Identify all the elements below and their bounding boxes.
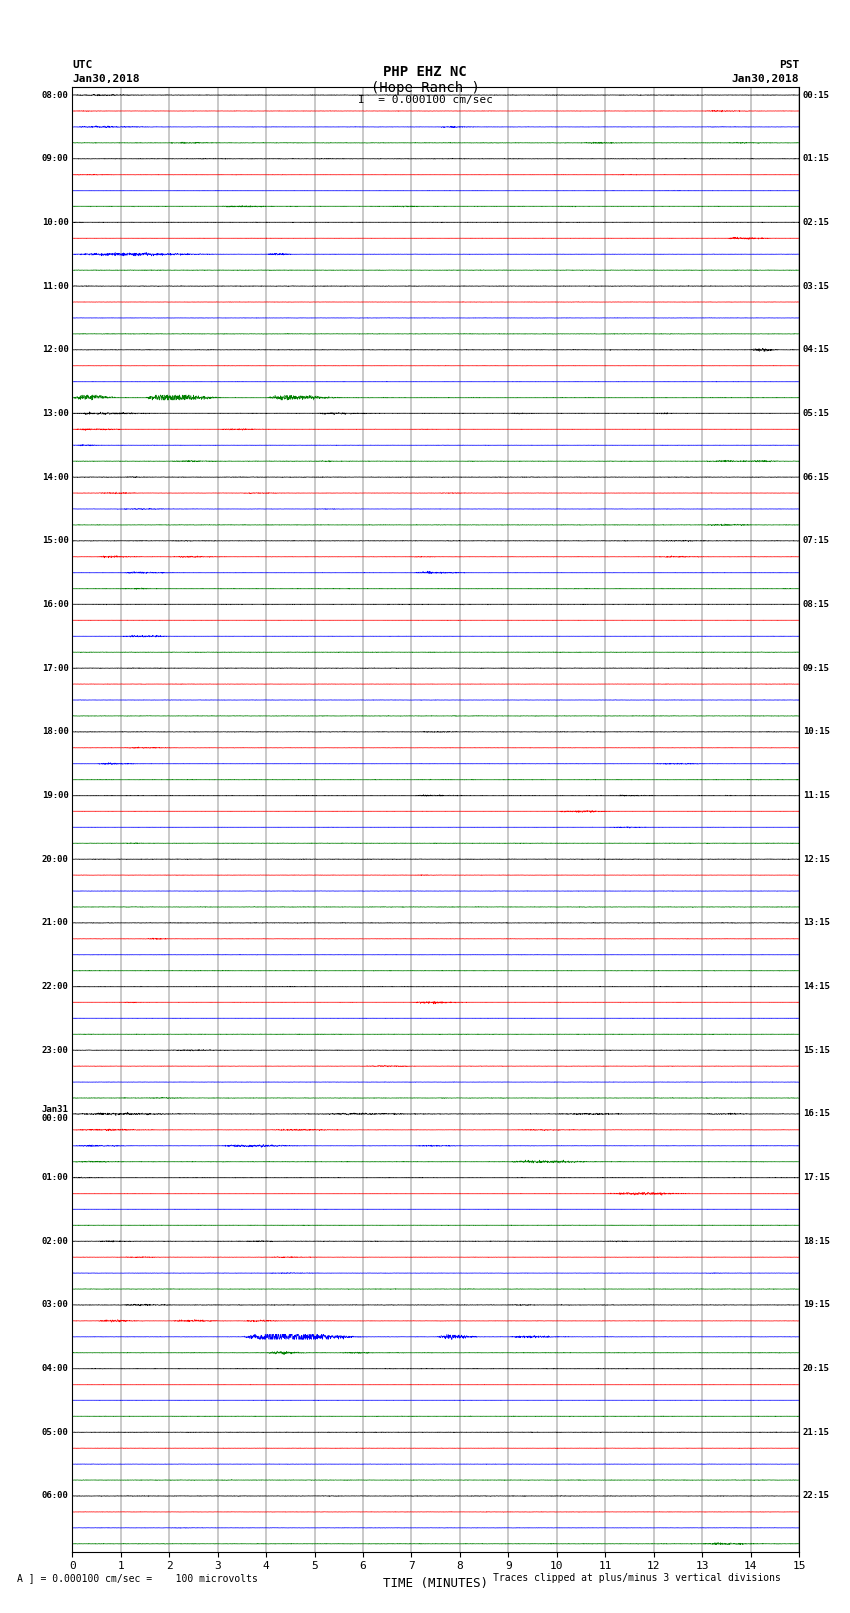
Text: 14:15: 14:15 [802,982,830,990]
Text: PST: PST [779,60,799,69]
Text: 20:15: 20:15 [802,1365,830,1373]
Text: 19:15: 19:15 [802,1300,830,1310]
Text: 12:00: 12:00 [42,345,69,355]
Text: Jan30,2018: Jan30,2018 [72,74,139,84]
Text: Traces clipped at plus/minus 3 vertical divisions: Traces clipped at plus/minus 3 vertical … [493,1573,781,1582]
Text: 10:00: 10:00 [42,218,69,227]
Text: 11:15: 11:15 [802,790,830,800]
Text: 05:00: 05:00 [42,1428,69,1437]
Text: 15:00: 15:00 [42,536,69,545]
Text: 00:15: 00:15 [802,90,830,100]
Text: 15:15: 15:15 [802,1045,830,1055]
Text: 21:15: 21:15 [802,1428,830,1437]
Text: 06:00: 06:00 [42,1492,69,1500]
Text: 05:15: 05:15 [802,410,830,418]
Text: 23:00: 23:00 [42,1045,69,1055]
Text: PHP EHZ NC: PHP EHZ NC [383,65,467,79]
Text: 18:00: 18:00 [42,727,69,737]
Text: 17:00: 17:00 [42,663,69,673]
Text: 03:00: 03:00 [42,1300,69,1310]
Text: 08:00: 08:00 [42,90,69,100]
Text: 17:15: 17:15 [802,1173,830,1182]
Text: Jan31
00:00: Jan31 00:00 [42,1105,69,1123]
Text: 07:15: 07:15 [802,536,830,545]
Text: 04:15: 04:15 [802,345,830,355]
Text: 09:00: 09:00 [42,155,69,163]
Text: 09:15: 09:15 [802,663,830,673]
Text: UTC: UTC [72,60,93,69]
Text: 02:00: 02:00 [42,1237,69,1245]
Text: 04:00: 04:00 [42,1365,69,1373]
Text: (Hope Ranch ): (Hope Ranch ) [371,81,479,95]
Text: 22:00: 22:00 [42,982,69,990]
Text: 18:15: 18:15 [802,1237,830,1245]
Text: 13:00: 13:00 [42,410,69,418]
Text: 16:00: 16:00 [42,600,69,610]
Text: 08:15: 08:15 [802,600,830,610]
Text: 11:00: 11:00 [42,282,69,290]
Text: 02:15: 02:15 [802,218,830,227]
Text: 16:15: 16:15 [802,1110,830,1118]
Text: 20:00: 20:00 [42,855,69,863]
Text: 13:15: 13:15 [802,918,830,927]
Text: 14:00: 14:00 [42,473,69,482]
X-axis label: TIME (MINUTES): TIME (MINUTES) [383,1578,488,1590]
Text: I  = 0.000100 cm/sec: I = 0.000100 cm/sec [358,95,492,105]
Text: 22:15: 22:15 [802,1492,830,1500]
Text: 19:00: 19:00 [42,790,69,800]
Text: 10:15: 10:15 [802,727,830,737]
Text: 01:15: 01:15 [802,155,830,163]
Text: 03:15: 03:15 [802,282,830,290]
Text: 06:15: 06:15 [802,473,830,482]
Text: 21:00: 21:00 [42,918,69,927]
Text: A ] = 0.000100 cm/sec =    100 microvolts: A ] = 0.000100 cm/sec = 100 microvolts [17,1573,258,1582]
Text: 01:00: 01:00 [42,1173,69,1182]
Text: Jan30,2018: Jan30,2018 [732,74,799,84]
Text: 12:15: 12:15 [802,855,830,863]
